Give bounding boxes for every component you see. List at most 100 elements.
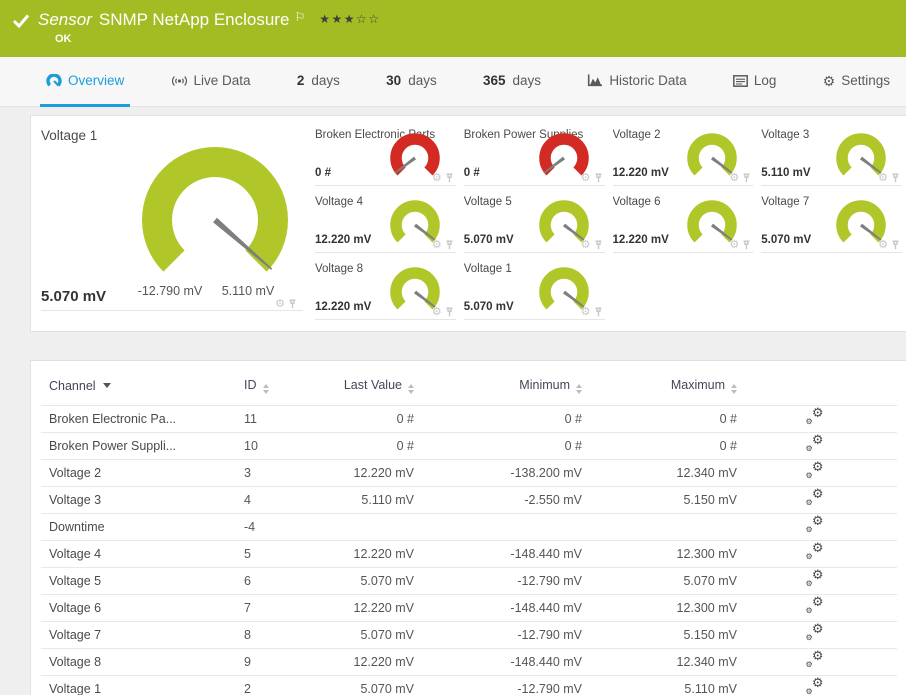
- cell-channel[interactable]: Downtime: [41, 513, 236, 541]
- flag-icon[interactable]: ⚐: [294, 10, 306, 24]
- cell-filler: [892, 513, 897, 541]
- table-row: Broken Electronic Pa... 11 0 #0 #0 # ⚙ ⚙: [41, 405, 897, 433]
- cell-channel[interactable]: Voltage 7: [41, 621, 236, 649]
- gauge-settings-gear-icon[interactable]: ⚙: [878, 172, 888, 184]
- gauge-settings-gear-icon[interactable]: ⚙: [580, 172, 591, 184]
- table-row: Voltage 4 5 12.220 mV -148.440 mV 12.300 mV ⚙…: [41, 540, 897, 568]
- cell-channel[interactable]: Broken Power Suppli...: [41, 432, 236, 460]
- cell-channel[interactable]: Voltage 5: [41, 567, 236, 595]
- channel-settings-icon[interactable]: ⚙ ⚙: [805, 459, 824, 480]
- cell-last-value: 12.220 mV: [326, 540, 414, 568]
- gauge-settings-gear-icon[interactable]: ⚙: [580, 306, 591, 318]
- gauge-settings-gear-icon[interactable]: ⚙: [878, 239, 888, 251]
- pin-icon[interactable]: [742, 240, 751, 250]
- gauge-dial: [535, 199, 593, 251]
- pin-icon[interactable]: [742, 173, 751, 183]
- star-filled-icon[interactable]: ★: [331, 12, 344, 26]
- column-header-actions: [737, 371, 892, 406]
- gauge-cell-actions: ⚙: [431, 239, 454, 251]
- channels-table: Channel ID Last Value Minimum Maximum Broken…: [41, 371, 897, 695]
- star-empty-icon[interactable]: ☆: [368, 12, 381, 26]
- primary-gauge-cell: Voltage 1 5.070 mV -12.790 mV 5.110 mV ⚙: [41, 126, 303, 311]
- column-label: Maximum: [670, 378, 725, 392]
- cell-last-value: 0 #: [326, 432, 414, 460]
- gauge-settings-gear-icon[interactable]: ⚙: [431, 172, 442, 184]
- channel-settings-icon[interactable]: ⚙ ⚙: [805, 621, 824, 642]
- tab-log[interactable]: Log: [727, 57, 783, 107]
- gauges-panel: Voltage 1 5.070 mV -12.790 mV 5.110 mV ⚙…: [30, 115, 906, 332]
- tab-30-days[interactable]: 30 days: [380, 57, 443, 107]
- pin-icon[interactable]: [594, 307, 603, 317]
- tab-historic-data[interactable]: Historic Data: [581, 57, 692, 107]
- tab-settings[interactable]: ⚙ Settings: [817, 57, 896, 107]
- column-header-filler: [892, 371, 897, 406]
- channel-settings-icon[interactable]: ⚙ ⚙: [805, 675, 824, 695]
- star-empty-icon[interactable]: ☆: [356, 12, 369, 26]
- channel-settings-icon[interactable]: ⚙ ⚙: [805, 594, 824, 615]
- cell-channel[interactable]: Broken Electronic Pa...: [41, 405, 236, 433]
- gauge-settings-gear-icon[interactable]: ⚙: [275, 298, 285, 310]
- small-gauge-voltage-3: Voltage 3 5.110 mV ⚙: [761, 126, 902, 186]
- pin-icon[interactable]: [445, 307, 454, 317]
- cell-minimum: -12.790 mV: [414, 567, 582, 595]
- gauge-cell-actions: ⚙: [275, 298, 297, 310]
- channel-settings-icon[interactable]: ⚙ ⚙: [805, 540, 824, 561]
- pin-icon[interactable]: [891, 240, 900, 250]
- gauge-cell-actions: ⚙: [580, 172, 603, 184]
- sensor-header: Sensor SNMP NetApp Enclosure ⚐ ★★★☆☆ OK: [0, 0, 906, 57]
- gauge-cell-actions: ⚙: [878, 239, 900, 251]
- pin-icon[interactable]: [594, 173, 603, 183]
- pin-icon[interactable]: [288, 299, 297, 309]
- tab-overview[interactable]: Overview: [40, 57, 131, 107]
- channel-settings-icon[interactable]: ⚙ ⚙: [805, 405, 824, 426]
- star-filled-icon[interactable]: ★: [343, 12, 356, 26]
- cell-last-value: [326, 513, 414, 541]
- small-gauge-voltage-5: Voltage 5 5.070 mV ⚙: [463, 193, 605, 253]
- priority-stars[interactable]: ★★★☆☆: [319, 9, 380, 29]
- cell-last-value: 0 #: [326, 405, 414, 433]
- gauge-scale-max: 5.110 mV: [221, 284, 275, 298]
- column-header-last-value[interactable]: Last Value: [326, 371, 414, 406]
- gauge-current-value: 5.110 mV: [761, 167, 811, 179]
- tab-2-days[interactable]: 2 days: [291, 57, 346, 107]
- column-header-channel[interactable]: Channel: [41, 371, 236, 406]
- cell-channel[interactable]: Voltage 2: [41, 459, 236, 487]
- cell-filler: [892, 405, 897, 433]
- cell-channel[interactable]: Voltage 4: [41, 540, 236, 568]
- pin-icon[interactable]: [594, 240, 603, 250]
- gauge-settings-gear-icon[interactable]: ⚙: [431, 306, 442, 318]
- pin-icon[interactable]: [445, 240, 454, 250]
- gauge-settings-gear-icon[interactable]: ⚙: [729, 172, 740, 184]
- cell-channel[interactable]: Voltage 6: [41, 594, 236, 622]
- cell-minimum: -12.790 mV: [414, 675, 582, 695]
- cell-channel[interactable]: Voltage 1: [41, 675, 236, 695]
- star-filled-icon[interactable]: ★: [319, 12, 332, 26]
- pin-icon[interactable]: [891, 173, 900, 183]
- column-header-minimum[interactable]: Minimum: [414, 371, 582, 406]
- gauge-settings-gear-icon[interactable]: ⚙: [729, 239, 740, 251]
- cell-last-value: 5.070 mV: [326, 621, 414, 649]
- channel-settings-icon[interactable]: ⚙ ⚙: [805, 486, 824, 507]
- signal-icon: [171, 75, 188, 87]
- gauge-dial: [683, 199, 741, 251]
- column-header-id[interactable]: ID: [236, 371, 326, 406]
- tab-live-data[interactable]: Live Data: [165, 57, 257, 107]
- cell-filler: [892, 621, 897, 649]
- cell-channel[interactable]: Voltage 3: [41, 486, 236, 514]
- gauge-settings-gear-icon[interactable]: ⚙: [431, 239, 442, 251]
- cell-id: 8: [236, 621, 326, 649]
- tab-365-days[interactable]: 365 days: [477, 57, 547, 107]
- small-gauge-voltage-2: Voltage 2 12.220 mV ⚙: [612, 126, 754, 186]
- overview-content: Voltage 1 5.070 mV -12.790 mV 5.110 mV ⚙…: [0, 107, 906, 695]
- gauge-settings-gear-icon[interactable]: ⚙: [580, 239, 591, 251]
- channel-settings-icon[interactable]: ⚙ ⚙: [805, 513, 824, 534]
- object-kind-label: Sensor: [38, 10, 92, 29]
- channel-settings-icon[interactable]: ⚙ ⚙: [805, 567, 824, 588]
- gauge-cell-actions: ⚙: [431, 306, 454, 318]
- pin-icon[interactable]: [445, 173, 454, 183]
- cell-channel[interactable]: Voltage 8: [41, 648, 236, 676]
- column-header-maximum[interactable]: Maximum: [582, 371, 737, 406]
- gauge-cell-actions: ⚙: [580, 306, 603, 318]
- channel-settings-icon[interactable]: ⚙ ⚙: [805, 432, 824, 453]
- channel-settings-icon[interactable]: ⚙ ⚙: [805, 648, 824, 669]
